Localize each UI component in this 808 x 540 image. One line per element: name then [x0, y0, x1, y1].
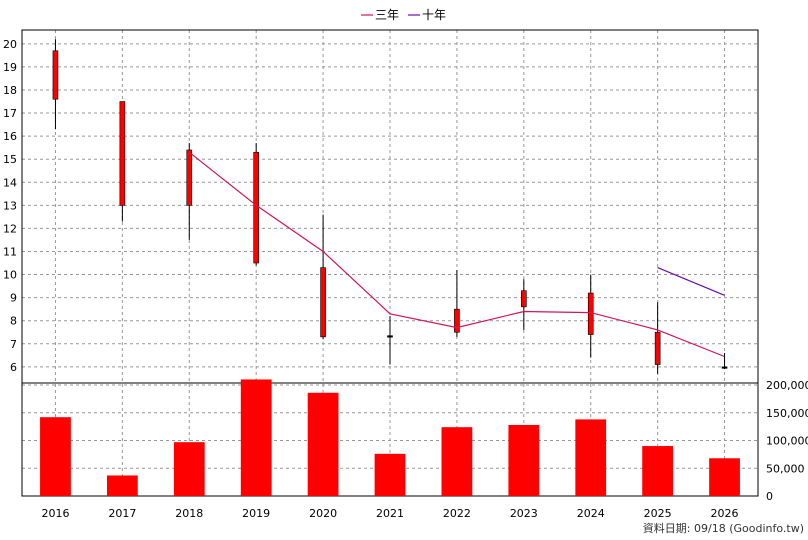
source-note: 資料日期: 09/18 (Goodinfo.tw): [643, 521, 804, 535]
year-tick-label: 2019: [242, 507, 270, 520]
volume-tick-label: 150,000: [766, 407, 808, 420]
candle-body-2016: [52, 50, 59, 100]
year-tick-label: 2024: [577, 507, 605, 520]
price-tick-label: 9: [10, 292, 17, 305]
volume-bar-2016: [40, 417, 71, 496]
candle-body-2017: [119, 101, 126, 206]
candle-body-2026: [721, 366, 728, 369]
price-tick-label: 18: [3, 84, 17, 97]
candle-body-2019: [253, 151, 259, 264]
price-tick-label: 14: [3, 176, 17, 189]
volume-bar-2021: [374, 453, 406, 496]
year-tick-label: 2018: [175, 507, 203, 520]
price-tick-label: 12: [3, 222, 17, 235]
volume-bar-2018: [173, 442, 205, 496]
year-tick-label: 2021: [376, 507, 404, 520]
year-tick-label: 2020: [309, 507, 337, 520]
volume-bar-2024: [575, 419, 607, 496]
volume-bar-2025: [642, 446, 674, 496]
candle-body-2021: [387, 335, 393, 338]
candle-body-2020: [320, 267, 326, 338]
year-tick-label: 2016: [41, 507, 69, 520]
volume-bar-2020: [307, 392, 339, 496]
legend: 三年 十年: [361, 8, 446, 22]
candle-body-2018: [186, 149, 193, 206]
volume-bar-2026: [709, 458, 740, 496]
candlesticks: [52, 39, 728, 374]
price-tick-label: 20: [3, 38, 17, 51]
candle-body-2025: [654, 331, 661, 365]
price-axis-labels: 6 7 8 9 10 11 12 13 14 15 16 17 18 19 20: [3, 38, 17, 374]
price-tick-label: 10: [3, 269, 17, 282]
price-tick-label: 7: [10, 338, 17, 351]
year-tick-label: 2023: [510, 507, 538, 520]
price-tick-label: 6: [10, 361, 17, 374]
year-tick-label: 2026: [711, 507, 739, 520]
legend-ma3-label: 三年: [375, 8, 399, 22]
moving-average-lines: [188, 151, 725, 358]
volume-bar-2017: [106, 475, 138, 496]
legend-ma10-label: 十年: [422, 8, 446, 22]
volume-tick-label: 100,000: [766, 435, 808, 448]
price-tick-label: 11: [3, 245, 17, 258]
year-tick-label: 2022: [443, 507, 471, 520]
ma10-line: [657, 267, 725, 296]
volume-tick-label: 200,000: [766, 379, 808, 392]
price-tick-label: 13: [3, 199, 17, 212]
price-tick-label: 8: [10, 315, 17, 328]
volume-tick-label: 50,000: [766, 462, 805, 475]
price-tick-label: 19: [3, 61, 17, 74]
price-tick-label: 17: [3, 107, 17, 120]
candle-body-2024: [587, 292, 594, 335]
volume-bar-2019: [240, 379, 272, 496]
year-axis-labels: 2016 2017 2018 2019 2020 2021 2022 2023 2024 2025…: [41, 507, 738, 520]
volume-bar-2022: [441, 427, 473, 496]
volume-tick-label: 0: [766, 490, 773, 503]
year-tick-label: 2017: [108, 507, 136, 520]
candle-body-2023: [521, 290, 527, 308]
price-tick-label: 16: [3, 130, 17, 143]
grid-lines: [22, 30, 758, 496]
volume-bars: [40, 379, 740, 496]
volume-bar-2023: [508, 424, 540, 496]
volume-axis-labels: 0 50,000 100,000 150,000 200,000: [766, 379, 808, 503]
candle-body-2022: [454, 308, 460, 333]
year-tick-label: 2025: [644, 507, 672, 520]
price-tick-label: 15: [3, 153, 17, 166]
ma3-line: [188, 151, 725, 358]
